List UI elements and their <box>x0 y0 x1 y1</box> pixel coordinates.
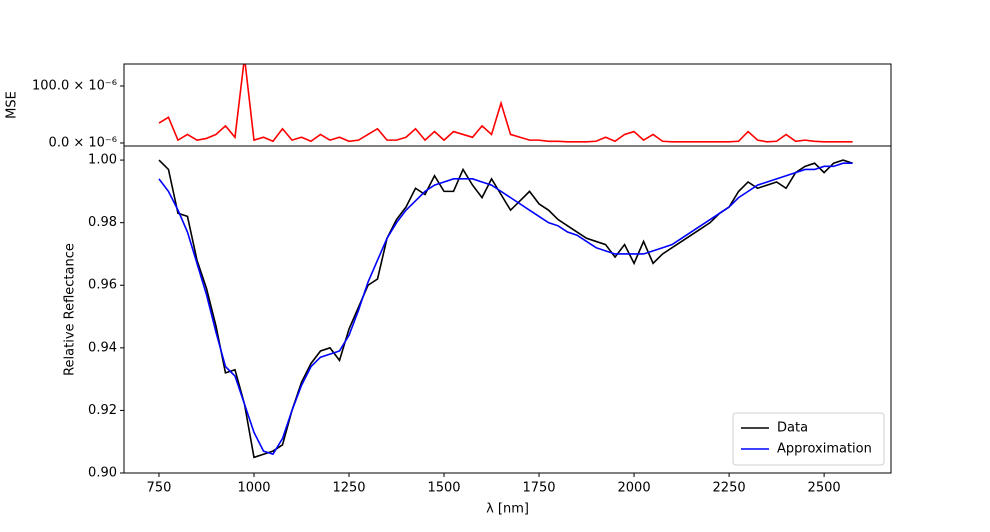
data-line <box>158 159 853 459</box>
y-tick-label: 0.0 × 10⁻⁶ <box>49 135 117 150</box>
x-tick-label: 1750 <box>522 481 555 496</box>
plot-area <box>158 64 853 143</box>
x-axis-label: λ [nm] <box>486 502 529 517</box>
data-line <box>158 162 853 456</box>
y-axis-label: MSE <box>5 91 20 119</box>
x-tick-label: 1500 <box>427 481 460 496</box>
legend-box <box>732 412 885 466</box>
legend-label: Approximation <box>777 442 872 457</box>
x-tick-label: 1250 <box>332 481 365 496</box>
y-tick-label: 0.98 <box>88 215 117 230</box>
y-axis-label: Relative Reflectance <box>63 243 78 376</box>
x-tick-label: 2500 <box>808 481 841 496</box>
y-tick-label: 0.96 <box>88 278 117 293</box>
data-line <box>158 64 853 143</box>
y-tick-label: 0.90 <box>88 466 117 481</box>
x-tick-label: 750 <box>147 481 172 496</box>
y-tick-label: 1.00 <box>88 153 117 168</box>
plot-area <box>158 159 853 459</box>
axes-frame <box>123 145 892 474</box>
y-tick-label: 0.92 <box>88 403 117 418</box>
x-tick-label: 2250 <box>713 481 746 496</box>
x-tick-label: 2000 <box>618 481 651 496</box>
y-tick-label: 100.0 × 10⁻⁶ <box>32 78 117 93</box>
legend-label: Data <box>777 421 808 436</box>
x-tick-label: 1000 <box>237 481 270 496</box>
y-tick-label: 0.94 <box>88 340 117 355</box>
